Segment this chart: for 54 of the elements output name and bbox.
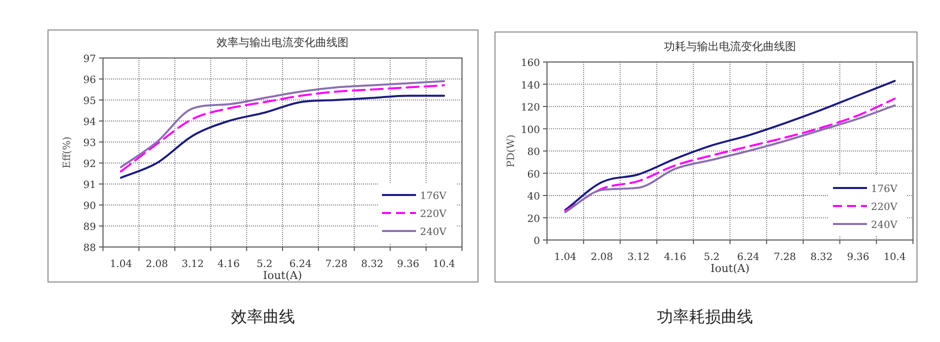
y-tick-label: 96 xyxy=(83,75,96,86)
x-axis-title: Iout(A) xyxy=(263,269,302,282)
line-series xyxy=(120,94,446,179)
chart-title: 功耗与输出电流变化曲线图 xyxy=(664,40,796,53)
x-tick-label: 6.24 xyxy=(737,252,760,263)
x-tick-label: 2.08 xyxy=(590,252,614,263)
text: 功率耗损曲线 xyxy=(657,307,753,326)
x-tick-label: 8.32 xyxy=(361,259,384,270)
x-tick-label: 3.12 xyxy=(627,252,650,263)
x-tick-label: 9.36 xyxy=(397,259,420,270)
chart-title: 效率与输出电流变化曲线图 xyxy=(216,36,348,49)
x-axis-title: Iout(A) xyxy=(710,262,750,275)
y-tick-label: 95 xyxy=(83,96,96,107)
x-tick-label: 3.12 xyxy=(182,259,204,270)
legend-label: 176V xyxy=(420,191,448,202)
y-tick-label: 80 xyxy=(527,147,540,158)
x-tick-label: 9.36 xyxy=(846,252,870,263)
y-tick-label: 91 xyxy=(83,180,96,191)
y-tick-label: 100 xyxy=(520,124,540,136)
x-tick-label: 7.28 xyxy=(325,259,348,270)
y-tick-label: 94 xyxy=(83,117,96,128)
x-tick-label: 7.28 xyxy=(774,252,796,263)
y-tick-label: 89 xyxy=(83,222,96,233)
y-tick-label: 120 xyxy=(520,102,540,114)
y-tick-label: 93 xyxy=(83,138,96,149)
legend-label: 176V xyxy=(871,184,898,195)
y-tick-label: 92 xyxy=(83,159,96,170)
legend-label: 220V xyxy=(871,202,898,213)
y-tick-label: 88 xyxy=(83,243,96,254)
legend-label: 220V xyxy=(420,209,448,220)
y-tick-label: 60 xyxy=(527,169,540,180)
y-axis-title: PD(W) xyxy=(506,134,517,168)
x-tick-label: 6.24 xyxy=(289,259,312,270)
y-axis-title: Eff(%) xyxy=(62,136,73,168)
x-tick-label: 10.4 xyxy=(432,259,456,270)
y-tick-label: 140 xyxy=(520,80,540,92)
y-tick-label: 160 xyxy=(520,58,540,69)
legend-label: 240V xyxy=(871,220,898,231)
x-tick-label: 2.08 xyxy=(146,259,168,270)
x-tick-label: 1.04 xyxy=(554,252,576,263)
y-tick-label: 97 xyxy=(83,54,96,65)
x-tick-label: 5.2 xyxy=(256,259,273,270)
y-tick-label: 20 xyxy=(527,214,540,225)
y-tick-label: 40 xyxy=(527,192,540,202)
x-tick-label: 4.16 xyxy=(664,252,686,263)
x-tick-label: 1.04 xyxy=(110,259,132,270)
text: 效率曲线 xyxy=(231,307,295,326)
x-tick-label: 5.2 xyxy=(704,252,720,263)
x-tick-label: 8.32 xyxy=(810,252,833,263)
y-tick-label: 90 xyxy=(83,201,96,212)
x-tick-label: 10.4 xyxy=(884,252,906,263)
legend-label: 240V xyxy=(420,227,448,238)
y-tick-label: 0 xyxy=(534,236,540,247)
x-tick-label: 4.16 xyxy=(218,259,240,270)
